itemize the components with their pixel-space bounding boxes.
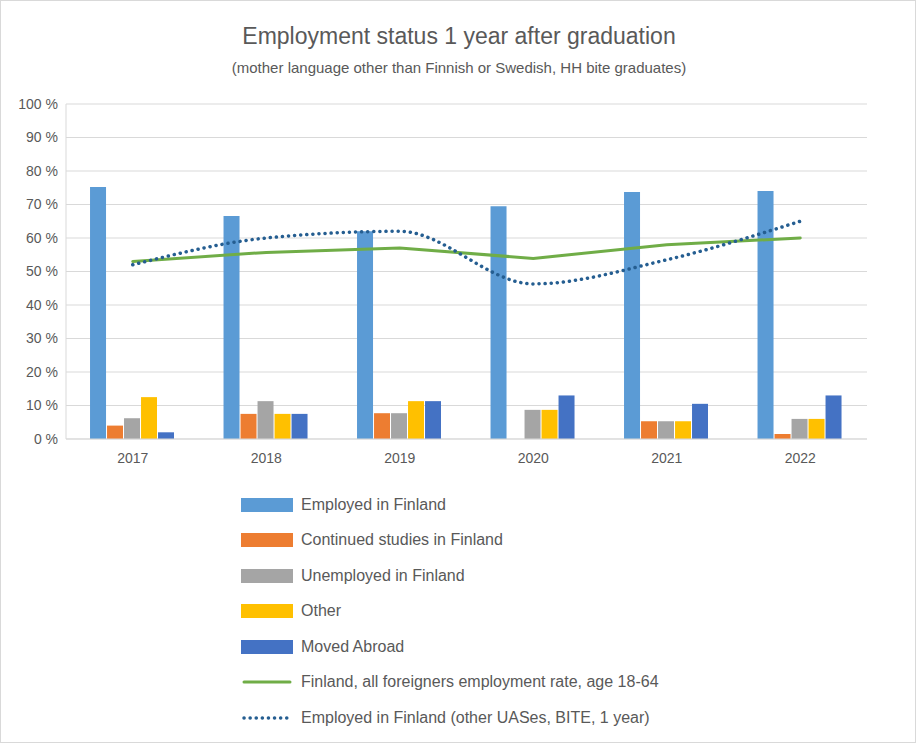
svg-text:70 %: 70 % (26, 196, 58, 212)
html-text:Moved Abroad: Moved Abroad (301, 637, 405, 655)
html-text:Employed in Finland: Employed in Finland (301, 495, 446, 513)
html-text:Other: Other (301, 602, 341, 620)
svg-text:90 %: 90 % (26, 129, 58, 145)
html-text:Continued studies in Finland: Continued studies in Finland (301, 531, 503, 549)
svg-text:10 %: 10 % (26, 397, 58, 413)
svg-text:60 %: 60 % (26, 230, 58, 246)
svg-text:20 %: 20 % (26, 364, 58, 380)
svg-text:0 %: 0 % (34, 431, 58, 447)
svg-text:2018: 2018 (251, 450, 282, 466)
svg-text:30 %: 30 % (26, 330, 58, 346)
svg-text:50 %: 50 % (26, 263, 58, 279)
html-text:(mother language other than Fi: (mother language other than Finnish or S… (231, 59, 687, 76)
svg-text:2020: 2020 (518, 450, 549, 466)
html-text:Employment status 1 year after: Employment status 1 year after graduatio… (242, 23, 676, 49)
svg-text:2022: 2022 (785, 450, 816, 466)
html-text:Employed in Finland (other UAS: Employed in Finland (other UASes, BITE, … (301, 708, 650, 726)
svg-text:2021: 2021 (651, 450, 682, 466)
html-text:Finland, all foreigners employ: Finland, all foreigners employment rate,… (301, 673, 659, 691)
html-text:Unemployed in Finland: Unemployed in Finland (301, 566, 465, 584)
svg-text:2019: 2019 (384, 450, 415, 466)
svg-text:100 %: 100 % (18, 96, 58, 112)
svg-text:40 %: 40 % (26, 297, 58, 313)
svg-text:2017: 2017 (117, 450, 148, 466)
svg-text:80 %: 80 % (26, 163, 58, 179)
